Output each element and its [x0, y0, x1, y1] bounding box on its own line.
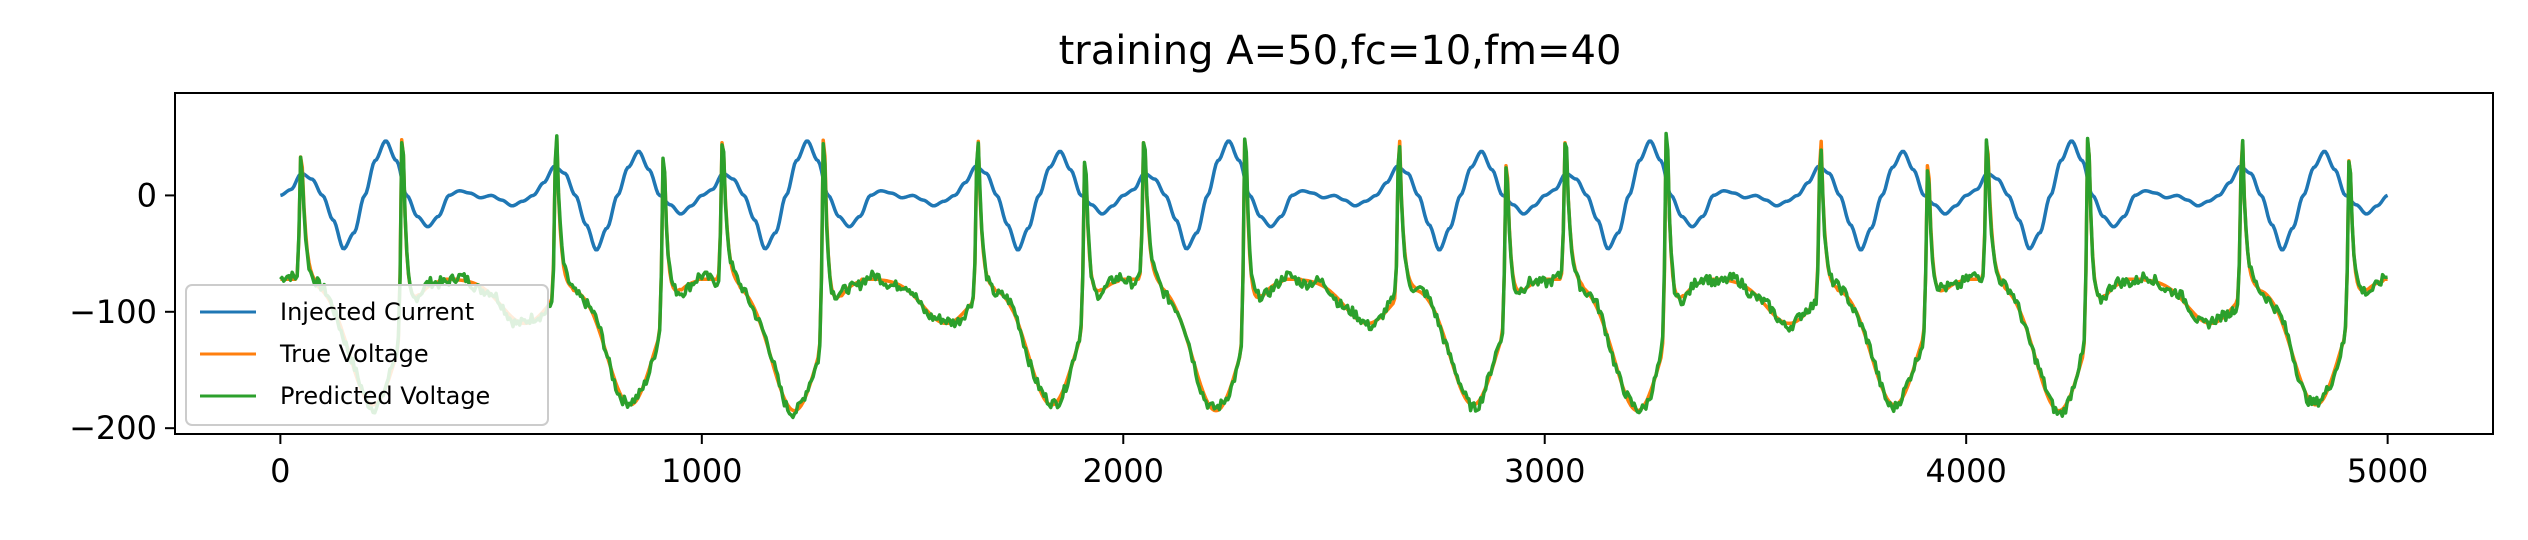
x-tick-label: 5000 [2347, 452, 2428, 490]
legend-label-predicted-voltage: Predicted Voltage [280, 382, 490, 410]
chart-title: training A=50,fc=10,fm=40 [1059, 28, 1622, 74]
y-tick-label: −100 [69, 293, 157, 331]
series-layer [279, 131, 2389, 420]
x-tick-label: 3000 [1504, 452, 1585, 490]
x-tick-label: 2000 [1083, 452, 1164, 490]
legend-box [185, 284, 549, 426]
x-tick-label: 4000 [1925, 452, 2006, 490]
y-tick-label: 0 [137, 176, 157, 214]
legend-label-true-voltage: True Voltage [279, 340, 429, 368]
series-line-true-voltage [280, 136, 2388, 413]
legend: Injected Current True Voltage Predicted … [185, 284, 549, 426]
series-line-injected-current [279, 139, 2389, 252]
axes-layer: 0 1000 2000 3000 4000 5000 0 −100 −200 [69, 176, 2428, 490]
y-tick-label: −200 [69, 409, 157, 447]
plot-frame [174, 92, 2494, 435]
series-line-predicted-voltage [279, 131, 2388, 420]
x-tick-label: 0 [270, 452, 290, 490]
x-tick-label: 1000 [661, 452, 742, 490]
legend-label-injected-current: Injected Current [280, 298, 474, 326]
